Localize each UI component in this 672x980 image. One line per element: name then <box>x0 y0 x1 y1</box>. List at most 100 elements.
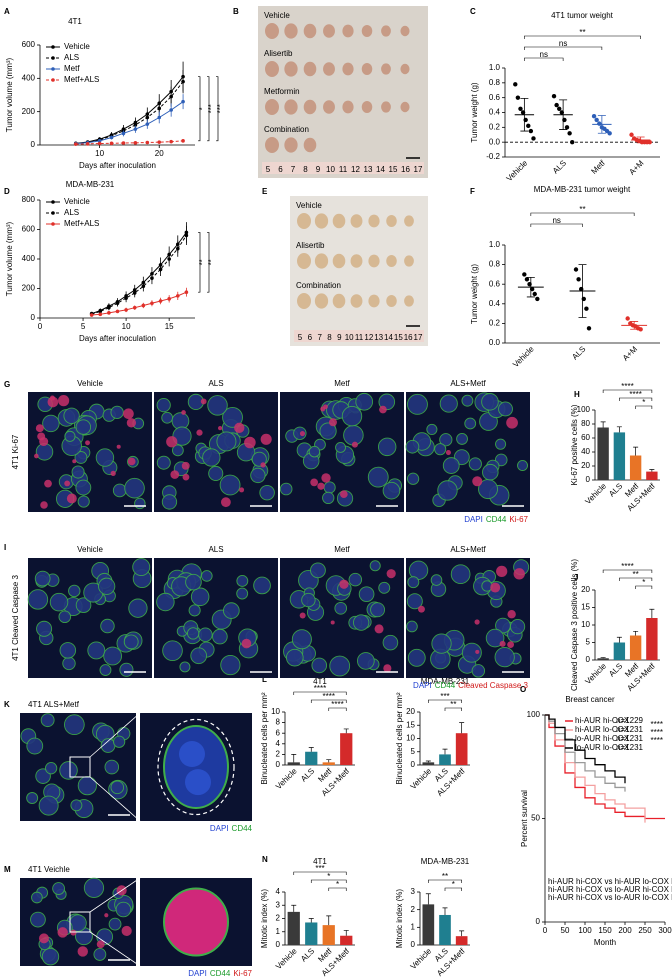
cell <box>431 633 452 654</box>
cell <box>115 901 132 918</box>
cell <box>93 948 107 961</box>
tumor <box>350 294 363 308</box>
ruler-label: 14 <box>384 333 393 342</box>
bar <box>455 733 468 765</box>
bar <box>305 922 318 945</box>
x-tick-label: 150 <box>598 926 612 935</box>
row-label: Vehicle <box>296 201 322 210</box>
stain-spot <box>418 605 425 613</box>
cell <box>319 422 337 440</box>
panel-letter: G <box>4 380 10 389</box>
bar <box>422 762 435 765</box>
zoom-cell <box>163 724 229 810</box>
tumor <box>400 25 410 37</box>
point <box>109 141 114 146</box>
series-line <box>91 291 187 316</box>
cell <box>406 620 418 633</box>
stain-spot <box>196 429 203 436</box>
cell <box>407 393 428 415</box>
cell <box>348 572 363 587</box>
y-tick-label: 0 <box>411 760 416 769</box>
cell <box>132 558 151 577</box>
x-tick-label: 250 <box>638 926 652 935</box>
column-label: ALS+Metf <box>450 545 486 554</box>
bar <box>455 936 468 945</box>
stain-spot <box>200 398 207 405</box>
tumor <box>314 293 329 309</box>
cell <box>406 593 423 610</box>
error-bar <box>649 608 655 618</box>
cell <box>352 614 370 631</box>
legend-label: ALS <box>64 208 79 217</box>
cell <box>293 426 307 440</box>
tumor <box>404 295 414 307</box>
stain-spot <box>328 418 337 427</box>
stain-spot <box>70 929 77 936</box>
significance-bracket <box>635 405 653 409</box>
error-bar <box>600 657 606 659</box>
y-tick-label: 60 <box>581 433 590 442</box>
tumor <box>381 101 391 113</box>
cell <box>481 393 499 411</box>
error-bar <box>425 760 431 763</box>
cell <box>407 576 420 589</box>
cell <box>119 662 134 677</box>
cell <box>468 457 482 471</box>
significance: **** <box>629 390 641 399</box>
cell <box>482 463 499 481</box>
zoom-line <box>89 877 141 913</box>
ruler-label: 15 <box>389 165 398 174</box>
y-tick-label: 0.6 <box>489 279 501 288</box>
cell <box>250 467 266 484</box>
x-tick-label: A+M <box>627 158 645 176</box>
point <box>554 102 559 108</box>
significance-bracket <box>293 871 347 875</box>
significance-bracket <box>328 887 347 891</box>
point <box>98 309 103 314</box>
point <box>557 106 562 111</box>
stain-spot <box>474 619 480 625</box>
point <box>638 327 643 332</box>
cell <box>291 629 312 650</box>
series-line <box>75 81 184 145</box>
cell <box>370 602 386 618</box>
point <box>518 106 523 111</box>
zoom-cell <box>163 887 229 957</box>
tumor <box>284 137 298 153</box>
bar <box>287 911 300 945</box>
stain-spot <box>85 440 90 446</box>
error-bar <box>559 99 568 130</box>
point <box>181 79 185 84</box>
tumor <box>265 61 279 77</box>
x-tick-label: 0 <box>38 322 43 331</box>
significance: * <box>336 880 339 889</box>
error-bar <box>578 264 587 318</box>
point <box>594 117 599 123</box>
stain-spot <box>499 640 506 647</box>
point <box>169 94 173 99</box>
ruler-label: 13 <box>374 333 383 342</box>
bar <box>439 914 451 945</box>
stain-spot <box>374 624 384 634</box>
y-axis-label: Tumor weight (g) <box>470 264 479 325</box>
significance: *** <box>216 104 225 113</box>
point <box>184 290 189 294</box>
cell <box>49 592 69 612</box>
bar <box>629 635 642 660</box>
stain-spot <box>513 568 525 580</box>
tumor <box>265 99 279 115</box>
ruler-label: 7 <box>317 333 322 342</box>
series-line <box>545 714 626 784</box>
stain-spot <box>35 424 44 433</box>
y-axis-label: Percent survival <box>520 790 529 847</box>
bar <box>646 471 658 480</box>
tumor <box>323 62 335 76</box>
point <box>513 82 518 87</box>
stain-spot <box>472 476 483 487</box>
stain-spot <box>321 473 331 483</box>
legend-n: n=1229 <box>616 716 643 725</box>
row-label: Metformin <box>264 87 300 96</box>
cell <box>77 776 97 796</box>
significance-bracket <box>207 232 210 293</box>
